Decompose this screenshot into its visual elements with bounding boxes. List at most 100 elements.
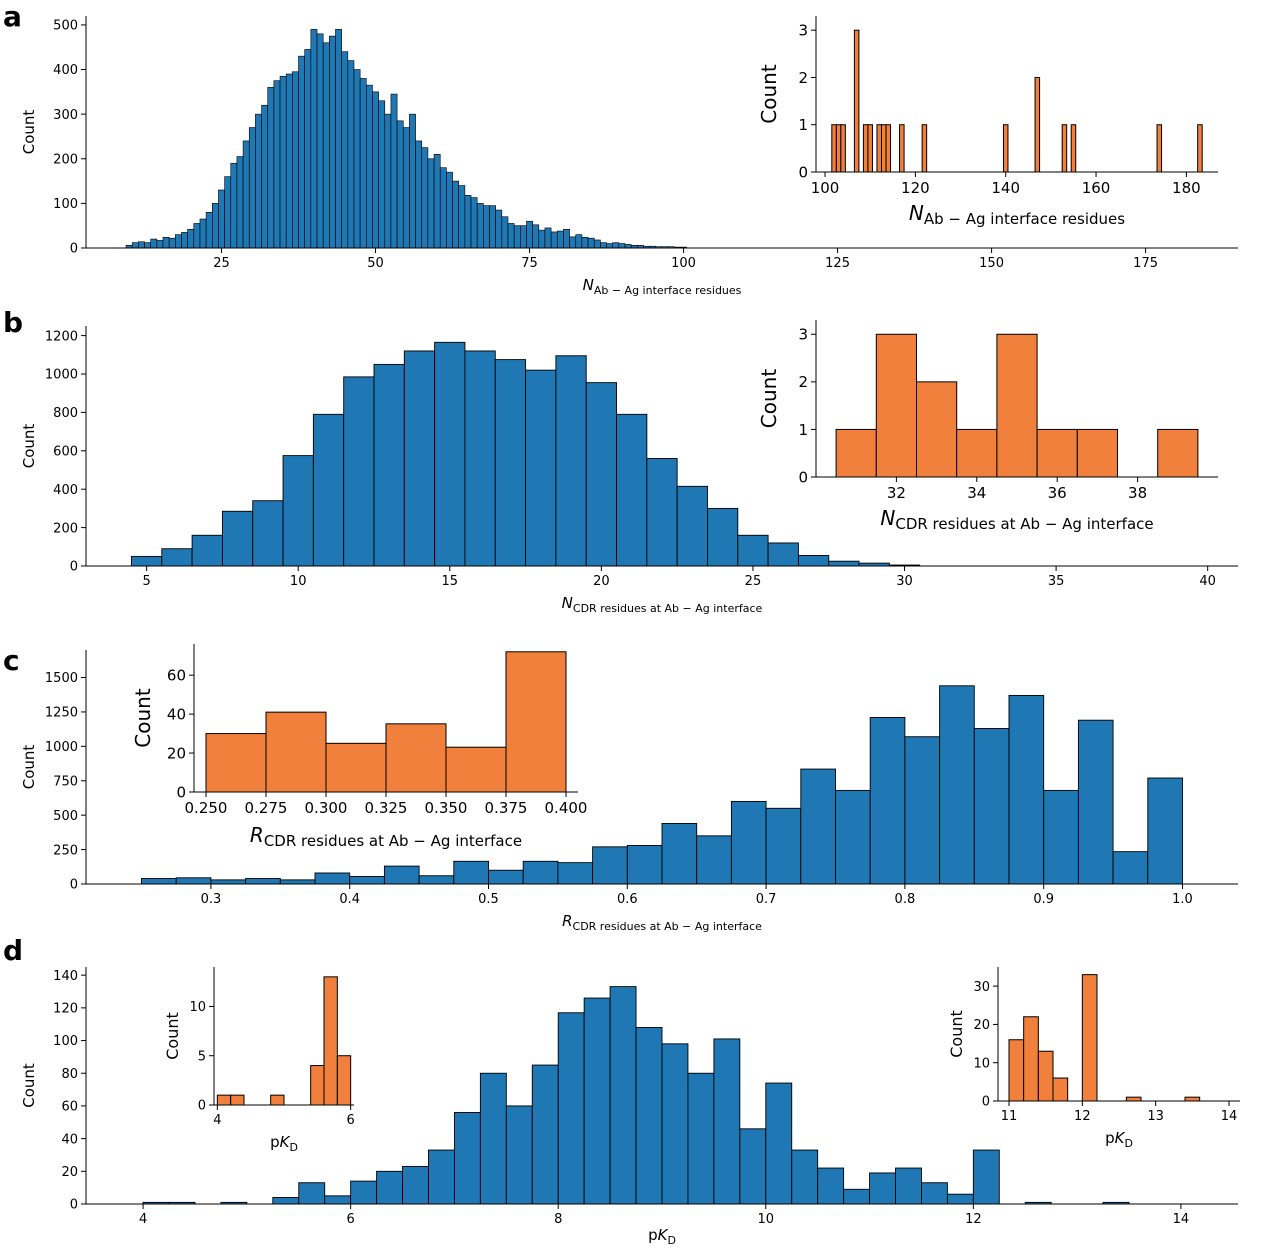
y-tick-label: 750 <box>53 774 78 789</box>
bar <box>131 242 139 249</box>
bar <box>592 846 628 885</box>
bar <box>585 382 617 567</box>
bar <box>265 711 327 793</box>
y-tick-label: 2 <box>798 69 808 87</box>
bar <box>1157 428 1199 478</box>
bar <box>972 1149 1000 1205</box>
bar <box>453 1112 481 1205</box>
x-tick-label: 32 <box>887 484 906 502</box>
bar <box>835 124 842 173</box>
panel-d-inset-left: 4 6 0 5 10 Count pKD <box>163 967 355 1154</box>
y-axis-label: Count <box>131 688 155 748</box>
x-tick-label: 160 <box>1082 179 1111 197</box>
x-tick-label: 30 <box>896 574 913 589</box>
bar <box>661 822 698 885</box>
y-tick-label: 200 <box>53 152 78 167</box>
bar <box>526 220 533 249</box>
bar <box>569 236 577 249</box>
y-tick-label: 2 <box>798 373 808 391</box>
bar <box>606 243 614 249</box>
bar <box>314 872 351 885</box>
x-tick-label: 38 <box>1128 484 1147 502</box>
bar <box>1197 124 1203 173</box>
y-tick-label: 0 <box>70 560 78 575</box>
bar <box>737 534 769 567</box>
y-tick-label: 120 <box>53 1002 78 1017</box>
bar <box>479 1072 507 1205</box>
x-tick-label: 34 <box>967 484 986 502</box>
bar <box>593 239 601 249</box>
x-axis-label: NAb − Ag interface residues <box>909 201 1125 228</box>
x-tick-label: 10 <box>758 1212 775 1227</box>
x-tick-label: 125 <box>825 256 850 271</box>
x-axis-label: NCDR residues at Ab − Ag interface <box>562 594 763 615</box>
bar <box>434 341 466 567</box>
bar <box>267 87 275 249</box>
bar <box>495 209 503 249</box>
panel-b-inset: 32 34 36 38 0 1 2 3 Count NCDR residues at Ab − A… <box>757 320 1218 533</box>
x-tick-label: 150 <box>979 256 1004 271</box>
y-tick-label: 1500 <box>45 671 78 686</box>
x-tick-label: 0.4 <box>339 892 360 907</box>
y-tick-label: 20 <box>167 744 186 762</box>
bar <box>341 51 349 249</box>
bar <box>646 458 678 567</box>
y-tick-label: 140 <box>53 969 78 984</box>
y-tick-label: 10 <box>973 1056 990 1071</box>
bar <box>350 1180 378 1205</box>
x-tick-label: 0.9 <box>1033 892 1054 907</box>
bar <box>713 1038 741 1205</box>
bar <box>876 124 882 173</box>
x-tick-label: 15 <box>442 574 459 589</box>
bar <box>522 860 559 885</box>
x-axis-label: pKD <box>1105 1129 1133 1150</box>
bar <box>1081 974 1098 1102</box>
x-tick-label: 0.275 <box>245 799 288 817</box>
x-tick-label: 0.6 <box>617 892 638 907</box>
bar <box>312 413 345 567</box>
bar <box>520 225 527 249</box>
bar <box>488 869 524 885</box>
y-tick-label: 40 <box>167 706 186 724</box>
bar <box>555 355 587 567</box>
bar <box>292 71 299 249</box>
bar <box>618 243 626 249</box>
bar <box>831 124 837 173</box>
x-tick-label: 0.3 <box>201 892 222 907</box>
bar <box>230 162 238 249</box>
bar <box>325 742 387 793</box>
y-tick-label: 800 <box>53 406 78 421</box>
bar <box>525 369 557 567</box>
x-tick-label: 11 <box>1001 1109 1018 1124</box>
bar <box>242 140 250 249</box>
bar <box>365 84 373 249</box>
bar <box>505 651 567 793</box>
bar <box>279 75 287 249</box>
bar <box>335 29 342 249</box>
bar <box>921 124 928 173</box>
bar <box>939 685 975 885</box>
bar <box>1125 1096 1142 1102</box>
y-tick-label: 0 <box>70 878 78 893</box>
x-tick-label: 12 <box>965 1212 982 1227</box>
bar <box>489 205 496 249</box>
bar <box>921 1182 948 1205</box>
x-tick-label: 20 <box>593 574 610 589</box>
bar <box>415 140 423 249</box>
y-tick-label: 0 <box>982 1095 990 1110</box>
y-tick-label: 1000 <box>45 740 78 755</box>
bar <box>587 237 595 249</box>
bar <box>453 860 489 885</box>
bar <box>427 158 435 249</box>
bar <box>282 455 314 567</box>
bar <box>817 1167 845 1205</box>
bar <box>765 1082 793 1205</box>
x-tick-label: 180 <box>1172 179 1201 197</box>
bar <box>272 1197 300 1205</box>
bar <box>191 534 223 567</box>
panel-a-inset: 100 120 140 160 180 0 1 2 3 Count NAb − Ag interfa… <box>757 16 1218 228</box>
y-tick-label: 5 <box>198 1049 206 1064</box>
x-tick-label: 0.300 <box>305 799 348 817</box>
x-tick-label: 12 <box>1074 1109 1091 1124</box>
